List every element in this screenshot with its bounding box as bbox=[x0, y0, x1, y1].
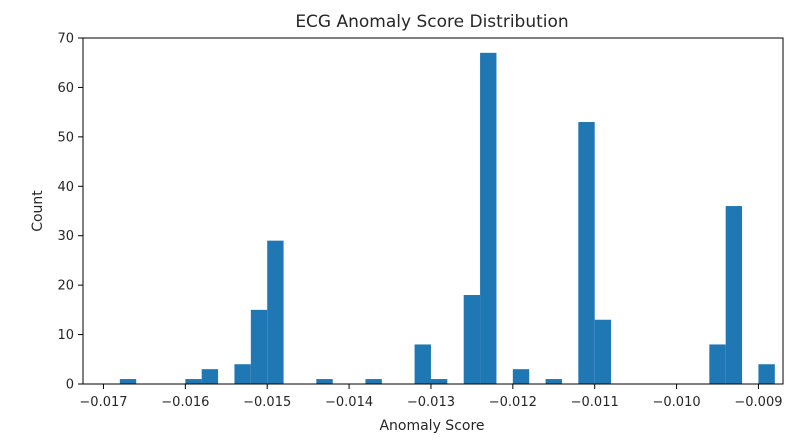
y-tick-label: 20 bbox=[57, 279, 74, 294]
histogram-bar bbox=[316, 379, 333, 384]
histogram-bar bbox=[119, 379, 137, 384]
y-tick-label: 10 bbox=[57, 328, 74, 343]
histogram-bar bbox=[725, 206, 743, 384]
y-tick-label: 60 bbox=[57, 81, 74, 96]
histogram-bar bbox=[578, 122, 595, 385]
histogram-bar bbox=[480, 52, 497, 384]
x-tick-label: −0.013 bbox=[407, 395, 455, 410]
histogram-bar bbox=[414, 344, 431, 384]
y-axis: 0 10 20 30 40 50 60 70 bbox=[57, 32, 83, 393]
plot-frame bbox=[82, 37, 784, 385]
y-tick-label: 70 bbox=[57, 32, 74, 47]
x-tick-label: −0.009 bbox=[734, 395, 782, 410]
chart-title: ECG Anomaly Score Distribution bbox=[295, 12, 568, 32]
x-tick-label: −0.015 bbox=[243, 395, 291, 410]
histogram-bar bbox=[185, 379, 202, 384]
x-tick-label: −0.016 bbox=[161, 395, 209, 410]
histogram-bar bbox=[267, 240, 284, 384]
x-tick-label: −0.010 bbox=[653, 395, 701, 410]
histogram-bar bbox=[709, 344, 726, 384]
histogram-bar bbox=[545, 379, 562, 384]
bars-group bbox=[119, 52, 775, 385]
x-tick-label: −0.012 bbox=[489, 395, 537, 410]
histogram-bar bbox=[365, 379, 382, 384]
histogram-bar bbox=[250, 309, 268, 384]
histogram-bar bbox=[430, 379, 448, 384]
histogram-bar bbox=[594, 319, 612, 384]
y-tick-label: 50 bbox=[57, 130, 74, 145]
histogram-bar bbox=[201, 369, 219, 384]
histogram-bar bbox=[512, 369, 530, 384]
histogram-bar bbox=[758, 364, 775, 384]
y-tick-label: 40 bbox=[57, 180, 74, 195]
histogram-bar bbox=[463, 295, 481, 384]
x-tick-label: −0.017 bbox=[79, 395, 127, 410]
x-tick-label: −0.014 bbox=[325, 395, 373, 410]
x-axis-label: Anomaly Score bbox=[379, 418, 484, 434]
histogram-bar bbox=[234, 364, 251, 384]
x-tick-label: −0.011 bbox=[571, 395, 619, 410]
y-tick-label: 30 bbox=[57, 229, 74, 244]
y-tick-label: 0 bbox=[66, 378, 74, 393]
y-axis-label: Count bbox=[30, 190, 46, 232]
x-axis: −0.017 −0.016 −0.015 −0.014 −0.013 −0.012 −0.0… bbox=[79, 384, 782, 410]
